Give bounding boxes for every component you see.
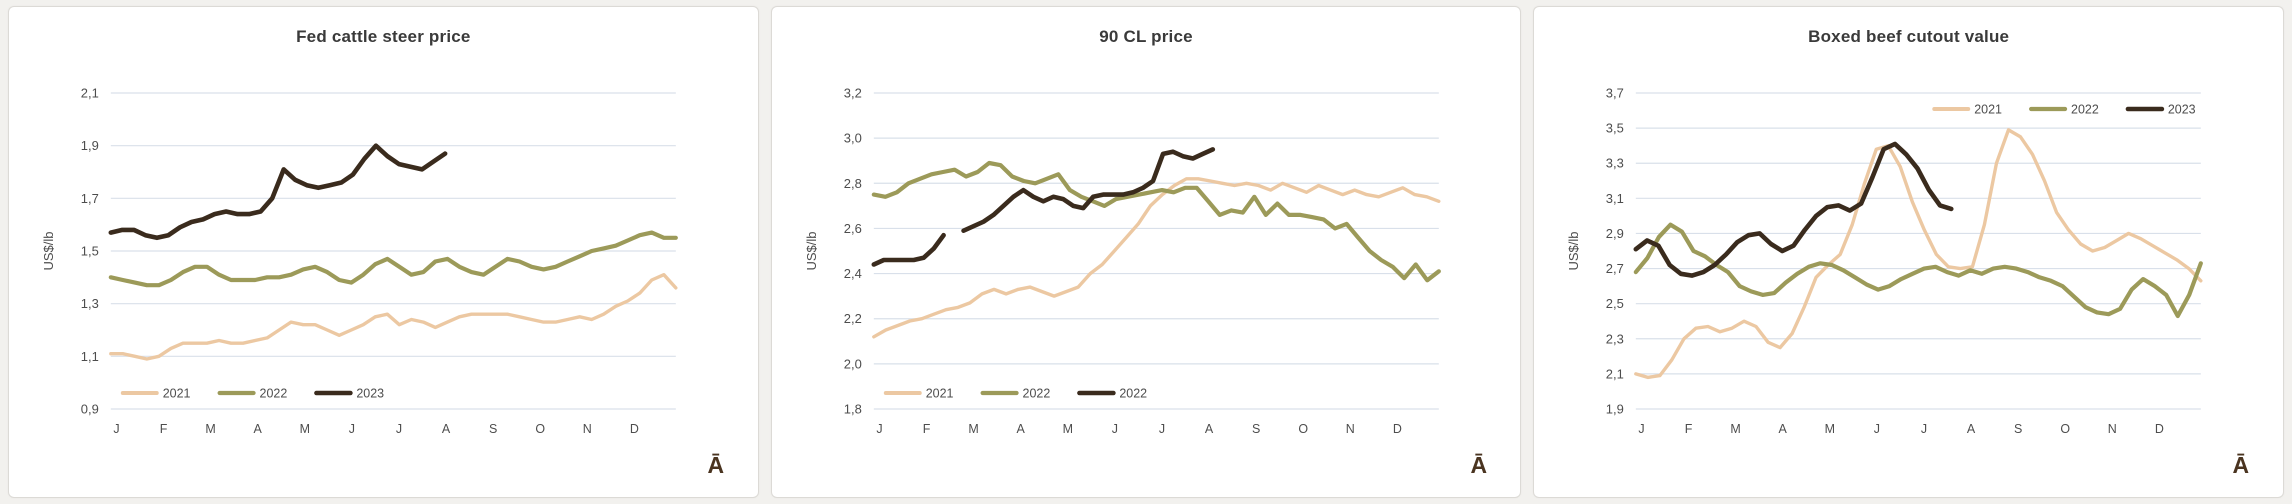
legend-label: 2023	[356, 386, 384, 400]
y-axis-tick-label: 2,7	[1606, 261, 1624, 276]
x-axis-month-label: M	[1062, 422, 1072, 436]
x-axis-month-label: O	[535, 422, 545, 436]
y-axis-tick-label: 2,2	[843, 311, 861, 326]
y-axis-tick-label: 1,7	[81, 191, 99, 206]
x-axis-month-label: J	[113, 422, 119, 436]
90-cl-price-chart: 3,2 3,0 2,8 2,6 2,4 2,2 2,0 1,8 US$/lb J F M A M J J A S O…	[804, 85, 1487, 478]
x-axis-month-label: S	[489, 422, 497, 436]
x-axis-month-label: F	[922, 422, 930, 436]
x-axis-month-label: S	[1252, 422, 1260, 436]
series-line-2021	[871, 177, 1441, 339]
series-line-2023	[1633, 141, 1954, 278]
y-axis-tick-label: 3,7	[1606, 85, 1624, 100]
y-axis-tick-label: 2,4	[843, 266, 861, 281]
y-axis-tick-label: 2,1	[1606, 366, 1624, 381]
corner-mark: Ā	[707, 452, 724, 478]
x-axis-month-label: J	[1111, 422, 1117, 436]
chart-title: 90 CL price	[1099, 27, 1193, 46]
y-axis-tick-label: 2,3	[1606, 331, 1624, 346]
x-axis-month-label: D	[630, 422, 639, 436]
y-axis-tick-label: 1,9	[81, 138, 99, 153]
y-axis-tick-label: 3,3	[1606, 156, 1624, 171]
chart-panel-fed-cattle-steer-price: Fed cattle steer price 2,1 1,9 1,7 1,5 1,3 1,…	[8, 6, 759, 498]
y-axis-tick-label: 1,8	[843, 401, 861, 416]
y-axis-tick-label: 3,5	[1606, 121, 1624, 136]
x-axis-month-label: O	[2061, 422, 2071, 436]
y-axis-tick-label: 3,2	[843, 85, 861, 100]
y-axis-tick-label: 2,6	[843, 221, 861, 236]
legend-label: 2022	[260, 386, 288, 400]
legend-label: 2022	[1119, 386, 1147, 400]
x-axis-month-label: F	[160, 422, 168, 436]
series-line-2021	[109, 273, 678, 361]
x-axis-month-label: A	[1779, 422, 1788, 436]
legend-label: 2022	[2071, 102, 2099, 116]
y-axis-tick-label: 1,3	[81, 296, 99, 311]
x-axis-month-label: M	[300, 422, 310, 436]
x-axis-month-label: D	[2155, 422, 2164, 436]
x-axis-month-label: O	[1298, 422, 1308, 436]
x-axis-month-label: A	[442, 422, 451, 436]
boxed-beef-cutout-value-chart: 3,7 3,5 3,3 3,1 2,9 2,7 2,5 2,3 2,1 1,9 US$/lb J F M A…	[1566, 85, 2250, 478]
chart-title: Fed cattle steer price	[296, 27, 471, 46]
corner-mark: Ā	[2233, 452, 2250, 478]
x-axis-month-label: N	[583, 422, 592, 436]
legend-label: 2021	[925, 386, 953, 400]
x-axis-month-label: A	[1967, 422, 1976, 436]
x-axis-month-label: J	[349, 422, 355, 436]
chart-title: Boxed beef cutout value	[1808, 27, 2010, 46]
y-axis-title: US$/lb	[1566, 232, 1581, 271]
x-axis-month-label: J	[1639, 422, 1645, 436]
x-axis-month-label: A	[1205, 422, 1214, 436]
y-axis-tick-label: 3,0	[843, 131, 861, 146]
y-axis-title: US$/lb	[41, 232, 56, 271]
series-line-2022	[871, 147, 1215, 267]
y-axis-tick-label: 2,8	[843, 176, 861, 191]
x-axis-month-label: M	[1731, 422, 1741, 436]
series-line-2022	[871, 160, 1441, 283]
x-axis-month-label: F	[1685, 422, 1693, 436]
x-axis-month-label: M	[968, 422, 978, 436]
x-axis-month-label: J	[1874, 422, 1880, 436]
legend-label: 2023	[2168, 102, 2196, 116]
x-axis-month-label: A	[1016, 422, 1025, 436]
legend-label: 2022	[1022, 386, 1050, 400]
y-axis-tick-label: 1,1	[81, 349, 99, 364]
chart-panel-boxed-beef-cutout-value: Boxed beef cutout value 3,7 3,5 3,3 3,1 2,9 2…	[1533, 6, 2285, 498]
x-axis-month-label: N	[1345, 422, 1354, 436]
legend-label: 2021	[1975, 102, 2003, 116]
series-line-2022	[1634, 222, 2204, 319]
x-axis-month-label: D	[1393, 422, 1402, 436]
y-axis-tick-label: 2,1	[81, 85, 99, 100]
chart-panel-90-cl-price: 90 CL price 3,2 3,0 2,8 2,6 2,4 2,2 2,0 1,8 US$/…	[770, 6, 1522, 498]
x-axis-month-label: A	[254, 422, 263, 436]
x-axis-month-label: S	[2014, 422, 2022, 436]
x-axis-month-label: J	[1921, 422, 1927, 436]
y-axis-tick-label: 1,5	[81, 243, 99, 258]
fed-cattle-steer-price-chart: 2,1 1,9 1,7 1,5 1,3 1,1 0,9 US$/lb J F M A M J J A S O N D 2…	[41, 85, 724, 478]
x-axis-month-label: M	[1825, 422, 1835, 436]
y-axis-title: US$/lb	[804, 232, 819, 271]
series-line-2022	[108, 230, 678, 288]
x-axis-month-label: J	[876, 422, 882, 436]
y-axis-tick-label: 2,0	[843, 356, 861, 371]
y-axis-tick-label: 2,5	[1606, 296, 1624, 311]
y-axis-tick-label: 0,9	[81, 401, 99, 416]
legend-label: 2021	[163, 386, 191, 400]
y-axis-tick-label: 1,9	[1606, 401, 1624, 416]
x-axis-month-label: J	[396, 422, 402, 436]
y-axis-tick-label: 2,9	[1606, 226, 1624, 241]
x-axis-month-label: J	[1159, 422, 1165, 436]
series-line-2023	[108, 143, 448, 241]
x-axis-month-label: N	[2108, 422, 2117, 436]
x-axis-month-label: M	[205, 422, 215, 436]
y-axis-tick-label: 3,1	[1606, 191, 1624, 206]
series-line-2021	[1634, 128, 2203, 380]
corner-mark: Ā	[1470, 452, 1487, 478]
